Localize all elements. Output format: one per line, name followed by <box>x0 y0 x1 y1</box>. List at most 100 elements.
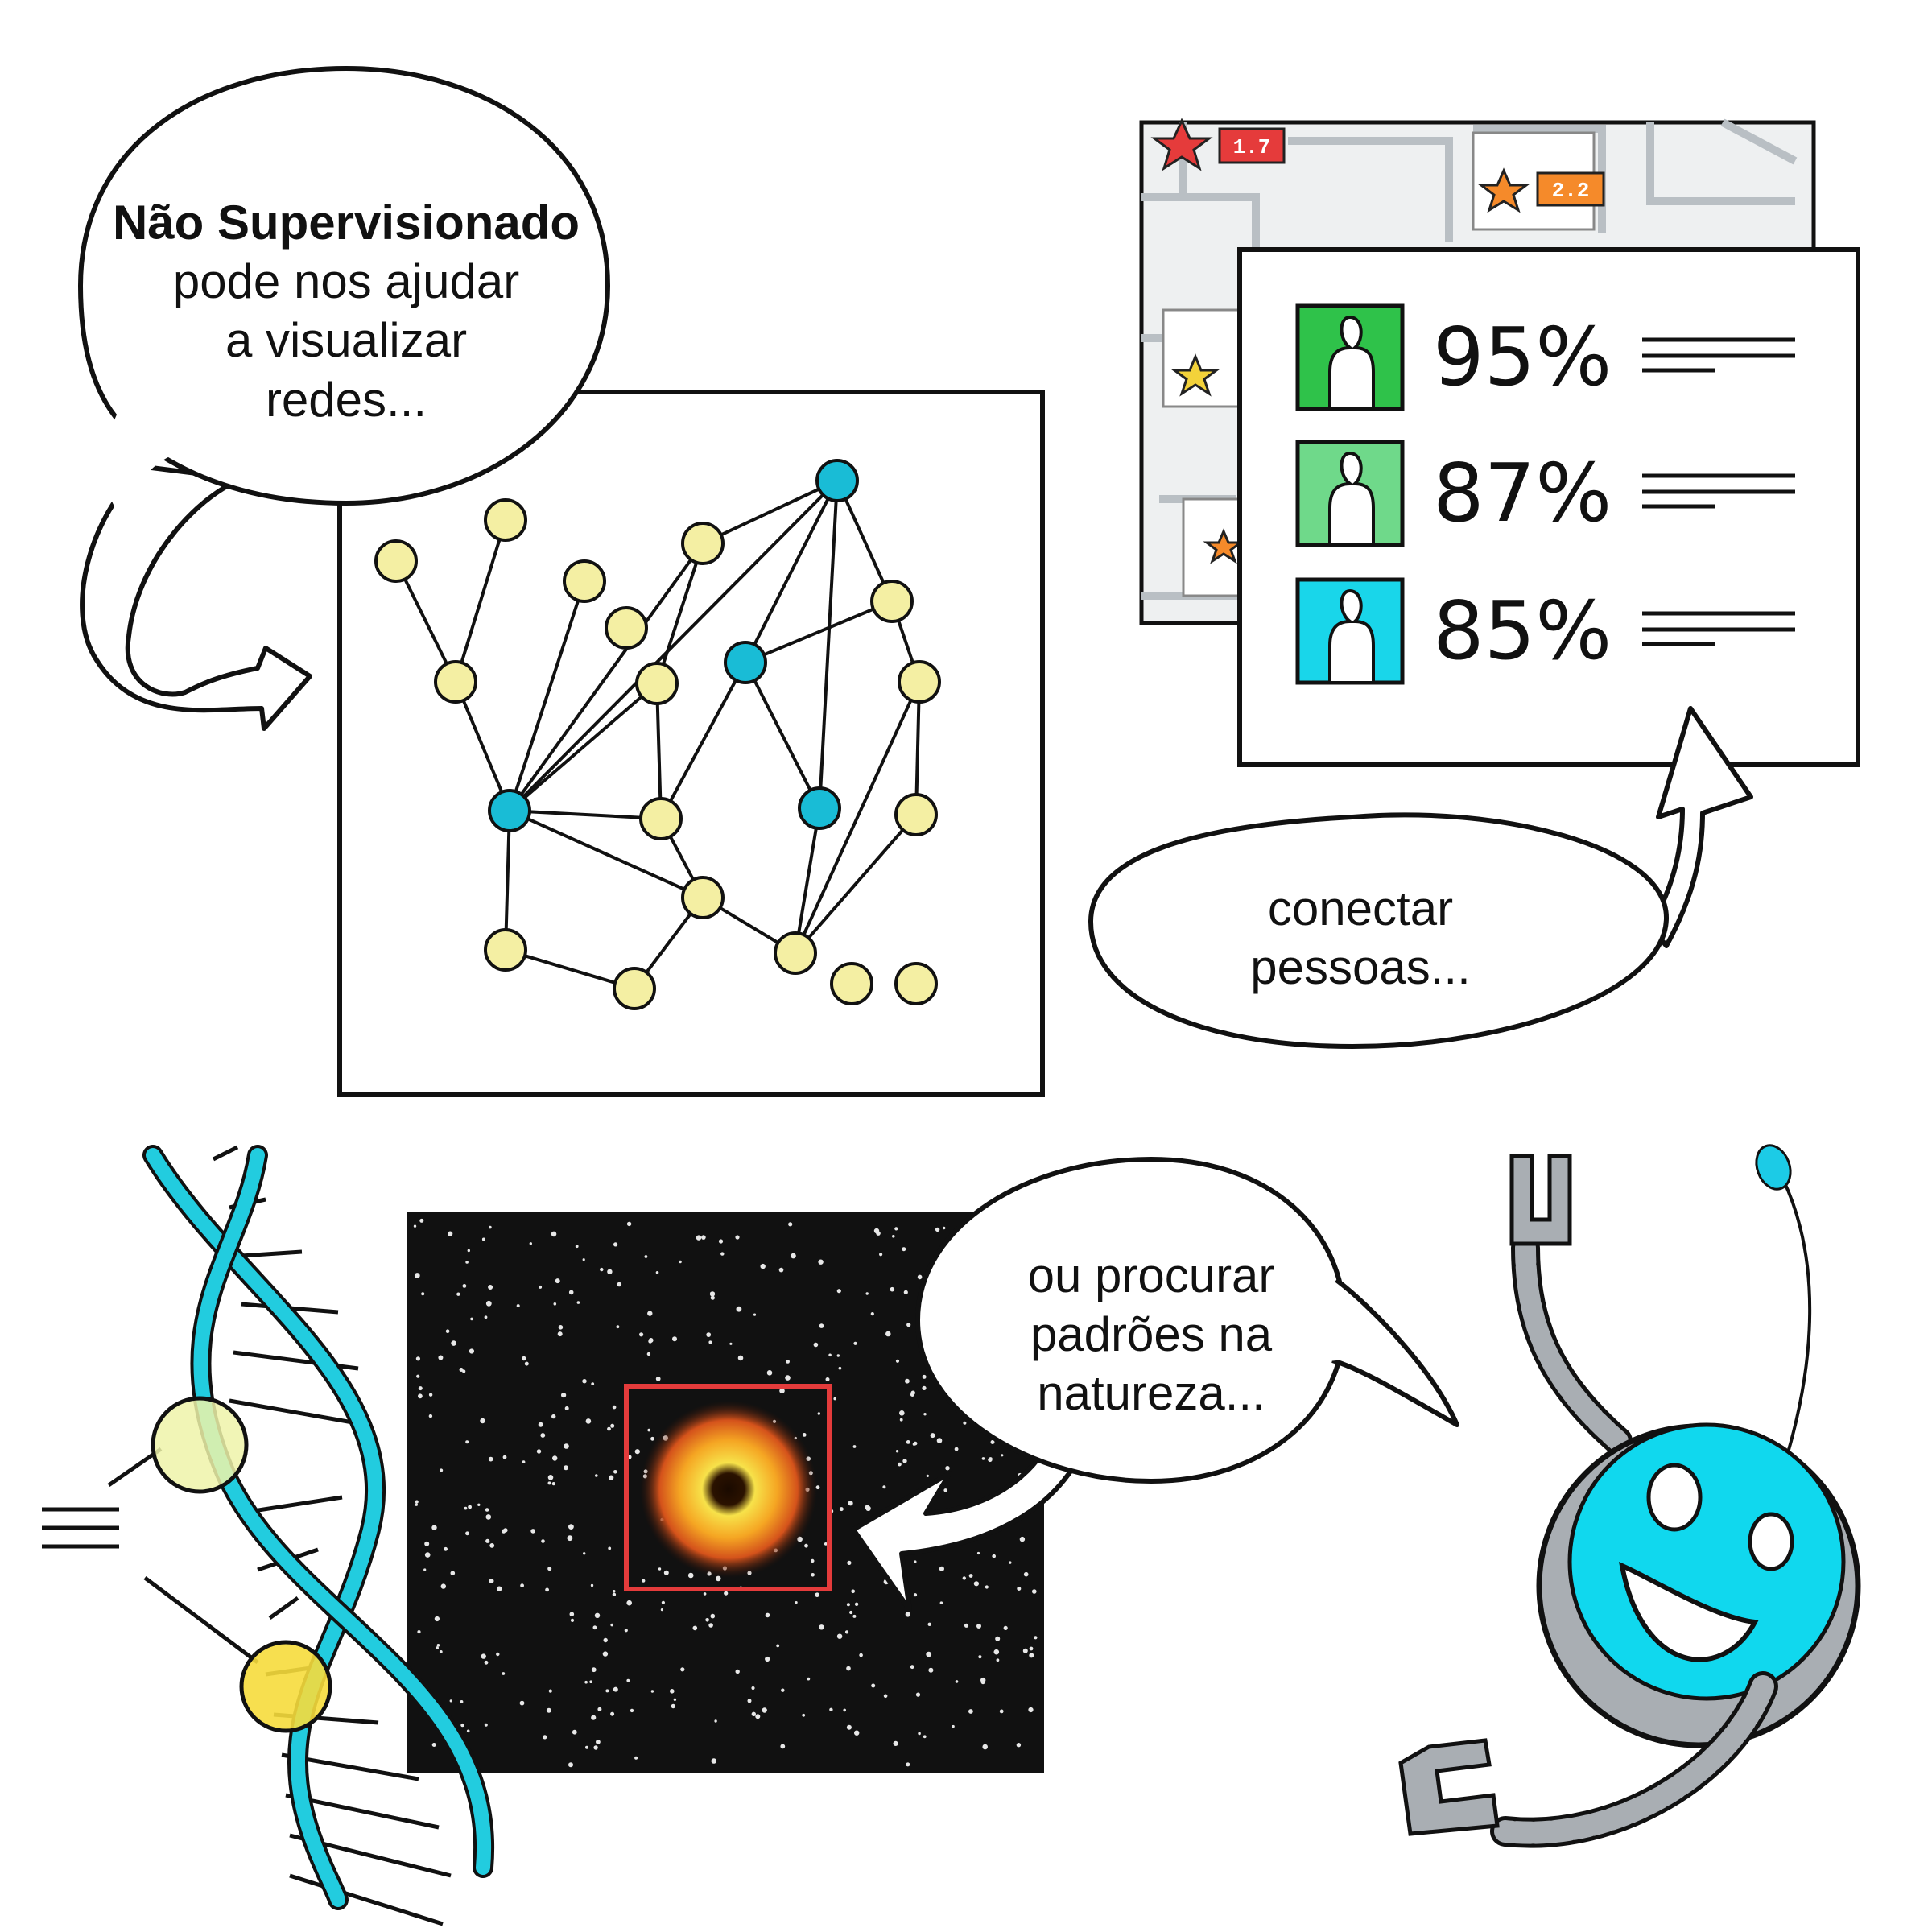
star-dot <box>720 1252 724 1256</box>
match-percent: 85% <box>1433 584 1612 678</box>
star-dot <box>978 1655 982 1659</box>
star-dot <box>859 1653 863 1657</box>
star-dot <box>846 1724 852 1730</box>
star-dot <box>600 1267 604 1272</box>
bubble-tail-arrow <box>80 464 312 731</box>
star-dot <box>922 1385 927 1390</box>
star-dot <box>710 1613 716 1619</box>
star-dot <box>918 1732 921 1736</box>
star-dot <box>927 1622 931 1627</box>
map-star-icon <box>1203 528 1245 564</box>
star-dot <box>709 1291 716 1297</box>
star-dot <box>968 1709 973 1714</box>
star-dot <box>852 1445 857 1448</box>
star-dot <box>818 1259 824 1265</box>
star-dot <box>418 1393 423 1399</box>
star-dot <box>788 1222 793 1227</box>
network-edge <box>505 948 635 990</box>
star-dot <box>502 1529 506 1534</box>
star-dot <box>833 1397 836 1401</box>
intro-bubble-title: Não Supervisionado <box>112 196 580 250</box>
star-dot <box>883 1694 888 1699</box>
star-dot <box>708 1340 712 1344</box>
star-dot <box>1019 1536 1026 1542</box>
star-dot <box>873 1228 880 1234</box>
star-dot <box>520 1583 524 1588</box>
star-dot <box>804 1543 808 1548</box>
star-dot <box>547 1475 554 1480</box>
star-dot <box>795 1601 798 1604</box>
star-dot <box>568 1524 574 1530</box>
star-dot <box>906 1762 910 1767</box>
match-row: 95% <box>1295 303 1795 411</box>
star-dot <box>485 1508 489 1512</box>
star-dot <box>436 1644 440 1647</box>
star-dot <box>710 1295 715 1300</box>
intro-bubble-text: Não Supervisionado pode nos ajudar a vis… <box>89 193 604 429</box>
star-dot <box>485 1538 490 1543</box>
starfield <box>413 1218 1038 1768</box>
star-dot <box>585 1745 588 1749</box>
star-dot <box>428 1414 433 1418</box>
star-dot <box>630 1708 634 1713</box>
star-dot <box>485 1300 492 1307</box>
star-dot <box>485 1514 492 1520</box>
star-dot <box>414 1273 420 1278</box>
network-edge <box>508 580 586 811</box>
star-dot <box>786 1360 790 1364</box>
nature-speech-bubble <box>851 1156 1459 1612</box>
black-hole-image <box>640 1401 817 1578</box>
star-dot <box>555 1278 560 1284</box>
star-dot <box>613 1590 616 1593</box>
star-dot <box>714 1719 717 1723</box>
star-dot <box>481 1653 486 1659</box>
star-dot <box>552 1455 558 1461</box>
star-dot <box>980 1680 985 1685</box>
star-dot <box>439 1650 443 1653</box>
star-dot <box>613 1686 618 1692</box>
star-dot <box>923 1735 927 1739</box>
network-edges <box>394 479 921 990</box>
star-dot <box>436 1646 439 1649</box>
map-star-icon <box>1170 353 1220 397</box>
star-dot <box>939 1566 944 1571</box>
star-dot <box>466 1729 470 1733</box>
robot-claw-icon <box>1398 1738 1500 1836</box>
star-dot <box>644 1255 648 1258</box>
bubble-tail-arrow <box>1648 706 1753 948</box>
star-dot <box>847 1560 852 1565</box>
star-dot <box>692 1625 698 1631</box>
star-dot <box>943 1226 946 1230</box>
star-dot <box>679 1260 682 1264</box>
map-rating-badge <box>1218 127 1286 164</box>
star-dot <box>982 1744 988 1750</box>
gene-marker <box>239 1640 332 1733</box>
star-dot <box>524 1361 529 1366</box>
star-dot <box>468 1505 472 1509</box>
star-dot <box>926 1651 932 1657</box>
star-dot <box>817 1412 820 1415</box>
star-dot <box>489 1225 492 1229</box>
star-dot <box>846 1666 851 1671</box>
star-dot <box>945 1466 950 1471</box>
match-percent: 87% <box>1433 446 1612 540</box>
network-edge <box>504 810 511 951</box>
star-dot <box>696 1235 702 1241</box>
network-edge <box>509 809 662 820</box>
star-dot <box>828 1353 832 1357</box>
network-node <box>605 606 648 650</box>
star-dot <box>582 1258 585 1261</box>
star-dot <box>624 1629 628 1633</box>
star-dot <box>1009 1561 1012 1564</box>
star-dot <box>568 1290 574 1295</box>
star-dot <box>616 1325 620 1329</box>
star-dot <box>871 1683 876 1688</box>
star-dot <box>990 1440 995 1444</box>
star-dot <box>612 1405 617 1410</box>
star-dot <box>502 1672 506 1675</box>
star-dot <box>431 1743 436 1747</box>
star-dot <box>538 1422 543 1427</box>
network-node <box>830 962 873 1005</box>
network-node <box>870 580 914 623</box>
star-dot <box>839 1507 844 1512</box>
